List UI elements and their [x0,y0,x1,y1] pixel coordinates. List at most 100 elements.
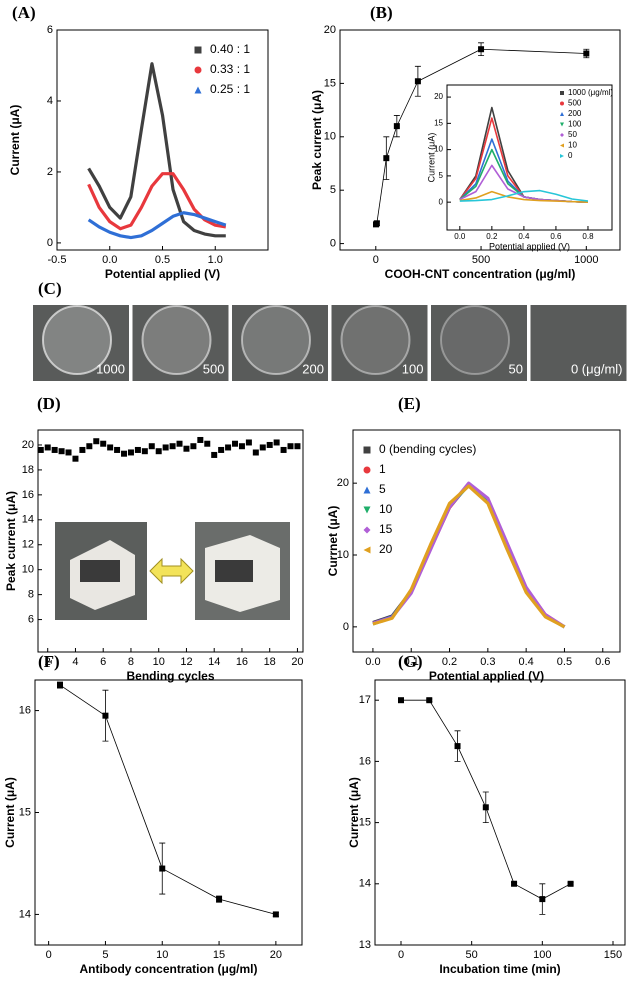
y-axis-label: Peak current (μA) [4,491,18,591]
data-point [238,443,245,450]
x-tick-label: 6 [100,656,106,668]
image [331,305,428,381]
y-tick-label: 20 [324,24,336,36]
spot [340,305,411,375]
x-tick-label: -0.5 [48,254,67,266]
data-point [272,911,279,918]
data-point [478,46,485,53]
data-point [393,123,400,130]
legend-marker [194,86,202,94]
legend-label: 0 [568,151,573,160]
legend-marker [560,133,564,137]
x-tick-label: 20 [270,949,282,961]
data-point [121,450,128,457]
y-tick-label: 0 [439,197,444,206]
legend-marker [560,143,564,148]
plot-frame [446,84,613,231]
legend-marker [194,66,202,74]
series-line [87,172,227,231]
legend-label: 1000 (μg/ml) [568,88,613,97]
y-tick-label: 5 [330,184,336,196]
x-tick-label: 5 [102,949,108,961]
data-point [93,438,100,445]
data-point [426,697,433,704]
data-point [539,896,546,903]
data-point [211,451,218,458]
legend-marker [194,46,202,54]
data-point [176,440,183,447]
series-line [87,62,226,238]
y-tick-label: 8 [28,589,34,601]
x-tick-label: 10 [153,656,165,668]
panel-label: (A) [12,3,36,22]
y-tick-label: 15 [359,817,371,829]
x-tick-label: 150 [604,949,622,961]
data-point [37,446,44,453]
x-tick-label: 14 [208,656,220,668]
legend-marker [560,154,564,158]
data-point [259,444,266,451]
plot-frame [37,429,304,653]
y-tick-label: 6 [28,613,34,625]
panel-label: (D) [37,394,61,413]
data-point [100,440,107,447]
x-tick-label: 0 [373,254,379,266]
legend-label: 0.25 : 1 [210,82,250,96]
data-point [141,448,148,455]
legend-label: 1 [379,462,386,476]
x-tick-label: 0.0 [102,254,117,266]
y-tick-label: 15 [434,118,443,127]
y-tick-label: 14 [19,908,31,920]
data-point [216,896,223,903]
series-line [59,684,276,915]
plot-frame [374,679,626,946]
legend-label: 20 [379,542,393,556]
data-point [482,804,489,811]
x-tick-label: 0.1 [404,656,419,668]
data-point [102,712,109,719]
data-point [169,443,176,450]
legend-label: 0 (bending cycles) [379,442,476,456]
data-point [414,78,421,85]
legend-label: 50 [568,130,577,139]
series-line [459,190,588,203]
x-tick-label: 18 [264,656,276,668]
x-tick-label: 1000 [574,254,598,266]
y-tick-label: 0 [343,621,349,633]
plot-frame [34,679,303,946]
data-point [127,449,134,456]
legend-marker [363,506,371,514]
legend-marker [560,112,564,116]
y-axis-label: Current (μA) [426,133,436,183]
device-part [215,560,253,582]
data-point [51,446,58,453]
x-axis-label: Incubation time (min) [439,962,560,976]
y-tick-label: 17 [359,694,371,706]
x-tick-label: 8 [128,656,134,668]
data-point [583,50,590,57]
y-tick-label: 20 [434,92,443,101]
x-tick-label: 10 [156,949,168,961]
legend-marker [363,546,371,554]
y-axis-label: Current (μA) [3,777,17,848]
spot [440,305,510,375]
panel-label: (E) [398,394,421,413]
series-line [87,211,227,240]
y-tick-label: 20 [22,439,34,451]
x-tick-label: 0 [46,949,52,961]
x-tick-label: 0.0 [454,232,466,241]
image [530,305,627,381]
data-point [245,439,252,446]
image-label: 200 [302,361,324,376]
y-tick-label: 15 [324,77,336,89]
x-tick-label: 20 [291,656,303,668]
x-tick-label: 0.8 [582,232,594,241]
data-point [58,448,65,455]
x-tick-label: 0.5 [155,254,170,266]
spot [141,305,212,375]
data-point [511,880,518,887]
x-tick-label: 0 [398,949,404,961]
x-tick-label: 100 [533,949,551,961]
x-tick-label: 0.0 [365,656,380,668]
data-point [252,449,259,456]
